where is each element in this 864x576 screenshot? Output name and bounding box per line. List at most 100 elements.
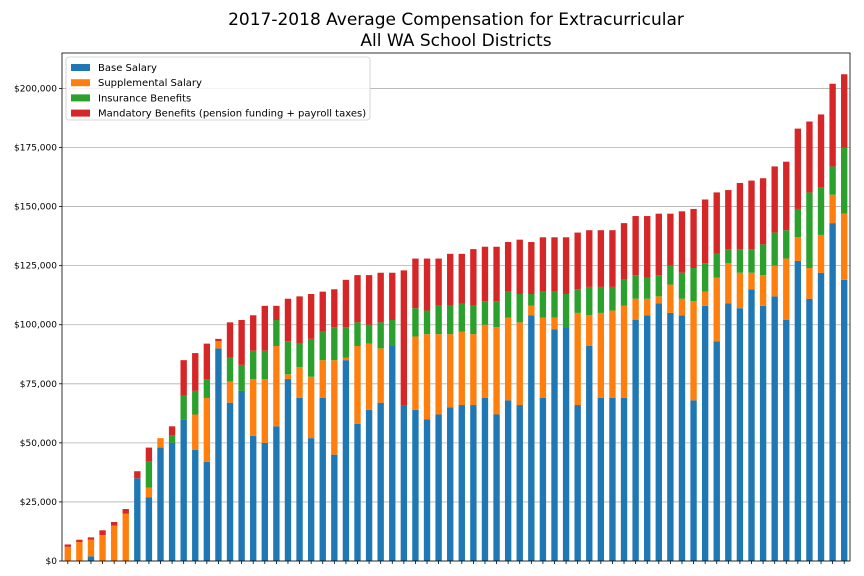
bar-segment <box>180 395 187 420</box>
bar-segment <box>354 345 361 424</box>
bar-segment <box>354 423 361 561</box>
bar-segment <box>423 310 431 335</box>
bar-segment <box>157 447 164 561</box>
bar-segment <box>493 301 500 328</box>
bar-segment <box>319 397 326 561</box>
bar-segment <box>817 114 825 188</box>
bar-segment <box>481 324 489 398</box>
bar-segment <box>470 249 477 306</box>
bar-segment <box>678 272 686 299</box>
bar-segment <box>713 192 720 254</box>
bar-segment <box>597 286 605 313</box>
bar-segment <box>365 324 373 344</box>
bar-segment <box>667 265 674 285</box>
bar-segment <box>701 199 709 264</box>
bar-segment <box>562 327 570 561</box>
bar-segment <box>667 213 674 266</box>
legend-box <box>65 56 371 121</box>
bar-segment <box>771 265 778 297</box>
bar-segment <box>678 298 686 316</box>
bar-segment <box>748 249 755 273</box>
bar-segment <box>377 272 384 323</box>
legend-swatch <box>71 94 90 102</box>
bar-segment <box>725 190 732 250</box>
bar-segment <box>458 405 465 561</box>
bar-segment <box>261 442 268 561</box>
bar-segment <box>203 461 211 561</box>
legend-label: Supplemental Salary <box>98 78 202 89</box>
bar-segment <box>226 357 234 382</box>
bar-segment <box>354 275 361 323</box>
bar-segment <box>644 298 651 316</box>
bar-segment <box>400 405 408 561</box>
bar-segment <box>771 232 778 266</box>
bar-segment <box>192 390 199 415</box>
bar-segment <box>725 263 732 304</box>
bar-segment <box>87 556 95 561</box>
bar-segment <box>319 331 326 361</box>
bar-segment <box>423 334 431 420</box>
bar-segment <box>725 249 732 264</box>
bar-segment <box>435 258 442 306</box>
bar-segment <box>609 230 616 287</box>
bar-segment <box>586 345 593 561</box>
bar-segment <box>215 341 222 349</box>
bar-segment <box>319 291 326 332</box>
bar-segment <box>759 244 767 276</box>
bar-segment <box>145 447 153 462</box>
bar-segment <box>203 397 211 462</box>
bar-segment <box>110 522 118 526</box>
bar-segment <box>284 374 292 380</box>
bar-segment <box>238 319 245 365</box>
bar-segment <box>736 249 744 273</box>
y-tick-label: $125,000 <box>14 262 57 272</box>
bar-segment <box>794 208 802 238</box>
bar-segment <box>377 402 384 561</box>
bar-segment <box>817 187 825 235</box>
bar-segment <box>307 338 315 377</box>
bar-segment <box>690 400 697 561</box>
bar-segment <box>586 315 593 346</box>
bars <box>64 74 848 562</box>
bar-segment <box>331 360 338 455</box>
bar-segment <box>342 357 350 361</box>
bar-segment <box>759 178 767 245</box>
bar-segment <box>215 338 222 342</box>
bar-segment <box>516 405 523 561</box>
bar-segment <box>829 166 836 195</box>
legend-swatch <box>71 109 90 117</box>
bar-segment <box>134 471 141 479</box>
bar-segment <box>771 166 778 233</box>
bar-segment <box>620 279 628 306</box>
bar-segment <box>331 327 338 361</box>
bar-segment <box>829 194 836 224</box>
bar-segment <box>806 121 813 193</box>
bar-segment <box>504 291 512 318</box>
legend-swatch <box>71 79 90 87</box>
bar-segment <box>597 312 605 398</box>
bar-segment <box>447 253 454 306</box>
bar-segment <box>342 279 350 328</box>
bar-segment <box>759 305 767 561</box>
bar-segment <box>609 397 616 561</box>
bar-segment <box>284 298 292 342</box>
bar-segment <box>701 305 709 561</box>
bar-segment <box>122 509 129 514</box>
bar-segment <box>794 237 802 261</box>
bar-segment <box>539 397 547 561</box>
bar-segment <box>516 322 523 406</box>
bar-segment <box>470 405 477 561</box>
bar-segment <box>725 303 732 561</box>
bar-segment <box>574 232 581 290</box>
bar-segment <box>713 253 720 278</box>
bar-segment <box>528 242 535 295</box>
bar-segment <box>632 319 639 561</box>
bar-segment <box>481 397 489 561</box>
legend-label: Mandatory Benefits (pension funding + pa… <box>98 109 366 120</box>
bar-segment <box>701 291 709 306</box>
y-tick-label: $100,000 <box>14 321 57 331</box>
bar-segment <box>493 246 500 302</box>
bar-segment <box>145 497 153 561</box>
bar-segment <box>307 294 315 339</box>
